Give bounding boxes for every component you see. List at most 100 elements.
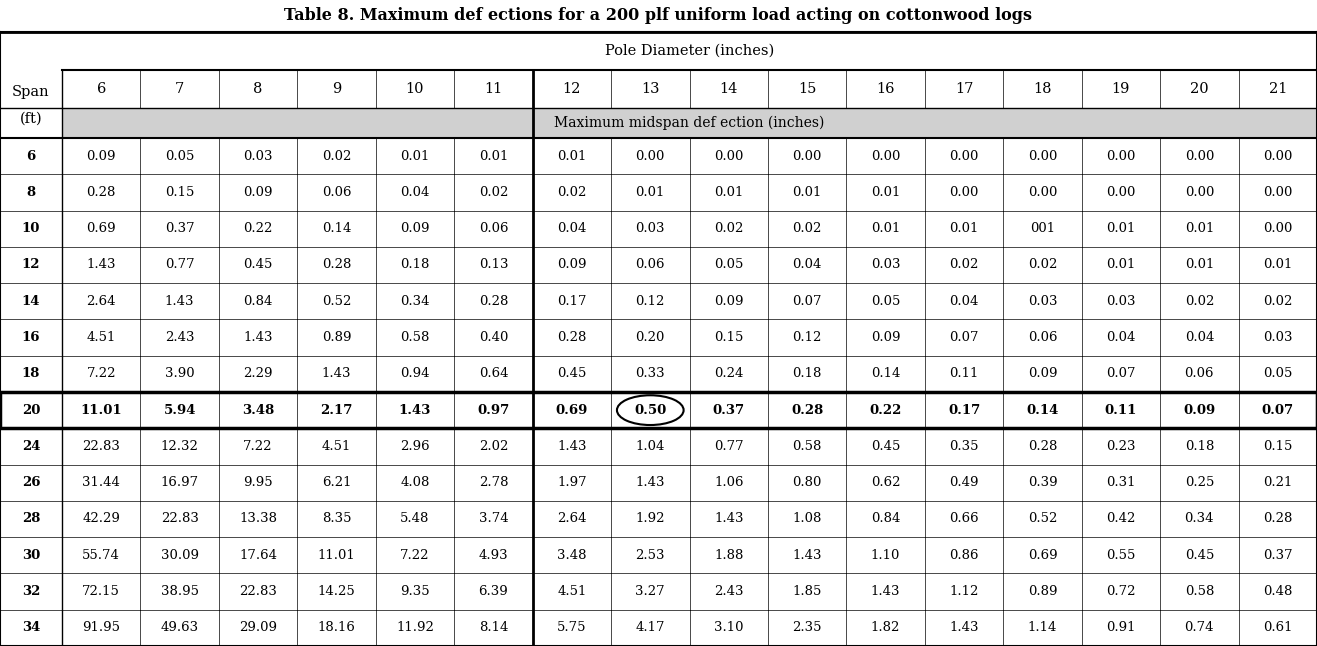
Text: 0.14: 0.14 [871,368,901,380]
Text: 31.44: 31.44 [82,476,120,489]
Text: 20: 20 [1191,82,1209,96]
Text: 0.37: 0.37 [712,404,745,417]
Text: 12.32: 12.32 [161,440,199,453]
Text: 0.01: 0.01 [1263,258,1292,271]
Text: Maximum midspan def ection (inches): Maximum midspan def ection (inches) [554,116,824,130]
Text: 72.15: 72.15 [82,585,120,598]
Text: 0.94: 0.94 [400,368,429,380]
Text: 0.04: 0.04 [793,258,822,271]
Text: 1.43: 1.43 [244,331,273,344]
Text: 0.22: 0.22 [869,404,902,417]
Text: 10: 10 [22,222,41,235]
Text: 0.04: 0.04 [557,222,586,235]
Text: 1.97: 1.97 [557,476,586,489]
Text: 9: 9 [332,82,341,96]
Text: 13: 13 [641,82,660,96]
Text: 1.08: 1.08 [793,512,822,525]
Text: 0.02: 0.02 [1185,295,1214,307]
Text: 17: 17 [955,82,973,96]
Text: 1.43: 1.43 [165,295,195,307]
Bar [62,108,1317,138]
Text: 0.11: 0.11 [950,368,979,380]
Text: 0.02: 0.02 [714,222,743,235]
Text: 2.43: 2.43 [165,331,195,344]
Text: 0.02: 0.02 [557,186,586,199]
Text: 0.00: 0.00 [714,150,743,163]
Text: 1.43: 1.43 [636,476,665,489]
Text: 5.75: 5.75 [557,621,586,634]
Text: 0.05: 0.05 [714,258,743,271]
Text: 0.01: 0.01 [871,186,901,199]
Text: 4.08: 4.08 [400,476,429,489]
Text: 34: 34 [22,621,41,634]
Text: 4.51: 4.51 [321,440,352,453]
Text: 1.43: 1.43 [321,368,352,380]
Text: 0.00: 0.00 [950,150,979,163]
Text: 0.03: 0.03 [244,150,273,163]
Text: 3.48: 3.48 [242,404,274,417]
Text: 0.28: 0.28 [1027,440,1058,453]
Text: 18: 18 [22,368,41,380]
Text: 9.35: 9.35 [400,585,429,598]
Text: 001: 001 [1030,222,1055,235]
Text: 3.48: 3.48 [557,549,586,562]
Text: 0.69: 0.69 [1027,549,1058,562]
Text: 2.29: 2.29 [244,368,273,380]
Text: 30: 30 [22,549,40,562]
Text: 0.45: 0.45 [244,258,273,271]
Text: 0.09: 0.09 [244,186,273,199]
Text: 0.05: 0.05 [165,150,195,163]
Text: 0.03: 0.03 [1027,295,1058,307]
Text: 18.16: 18.16 [317,621,356,634]
Text: 0.15: 0.15 [165,186,195,199]
Text: 11: 11 [485,82,503,96]
Text: 0.01: 0.01 [1185,222,1214,235]
Text: 3.27: 3.27 [636,585,665,598]
Text: 5.48: 5.48 [400,512,429,525]
Text: 14: 14 [719,82,738,96]
Text: 0.06: 0.06 [1184,368,1214,380]
Text: 0.15: 0.15 [1263,440,1292,453]
Text: 0.09: 0.09 [714,295,744,307]
Text: 24: 24 [22,440,41,453]
Text: 2.64: 2.64 [87,295,116,307]
Text: 0.52: 0.52 [321,295,352,307]
Text: 19: 19 [1112,82,1130,96]
Text: 3.90: 3.90 [165,368,195,380]
Text: 9.95: 9.95 [244,476,273,489]
Text: 0.28: 0.28 [87,186,116,199]
Text: 0.00: 0.00 [793,150,822,163]
Text: 0.06: 0.06 [1027,331,1058,344]
Text: 0.02: 0.02 [950,258,979,271]
Text: 0.02: 0.02 [793,222,822,235]
Text: 0.09: 0.09 [557,258,586,271]
Text: 3.10: 3.10 [714,621,744,634]
Text: 0.69: 0.69 [87,222,116,235]
Text: 0.06: 0.06 [478,222,508,235]
Text: 0.84: 0.84 [244,295,273,307]
Text: 0.07: 0.07 [950,331,979,344]
Text: 0.77: 0.77 [165,258,195,271]
Text: 0.00: 0.00 [1027,150,1058,163]
Text: 0.61: 0.61 [1263,621,1292,634]
Text: 29.09: 29.09 [240,621,277,634]
Text: 0.00: 0.00 [950,186,979,199]
Text: 0.97: 0.97 [477,404,510,417]
Bar [0,70,62,138]
Text: 1.92: 1.92 [636,512,665,525]
Text: 0.91: 0.91 [1106,621,1135,634]
Text: 0.80: 0.80 [793,476,822,489]
Text: 22.83: 22.83 [240,585,277,598]
Text: 0.00: 0.00 [1263,222,1292,235]
Text: 0.02: 0.02 [321,150,352,163]
Text: 0.58: 0.58 [793,440,822,453]
Text: 2.53: 2.53 [636,549,665,562]
Text: 1.43: 1.43 [557,440,586,453]
Text: 7.22: 7.22 [87,368,116,380]
Text: 0.74: 0.74 [1184,621,1214,634]
Text: 6.39: 6.39 [478,585,508,598]
Text: 30.09: 30.09 [161,549,199,562]
Text: 0.28: 0.28 [321,258,352,271]
Text: 16.97: 16.97 [161,476,199,489]
Text: 0.48: 0.48 [1263,585,1292,598]
